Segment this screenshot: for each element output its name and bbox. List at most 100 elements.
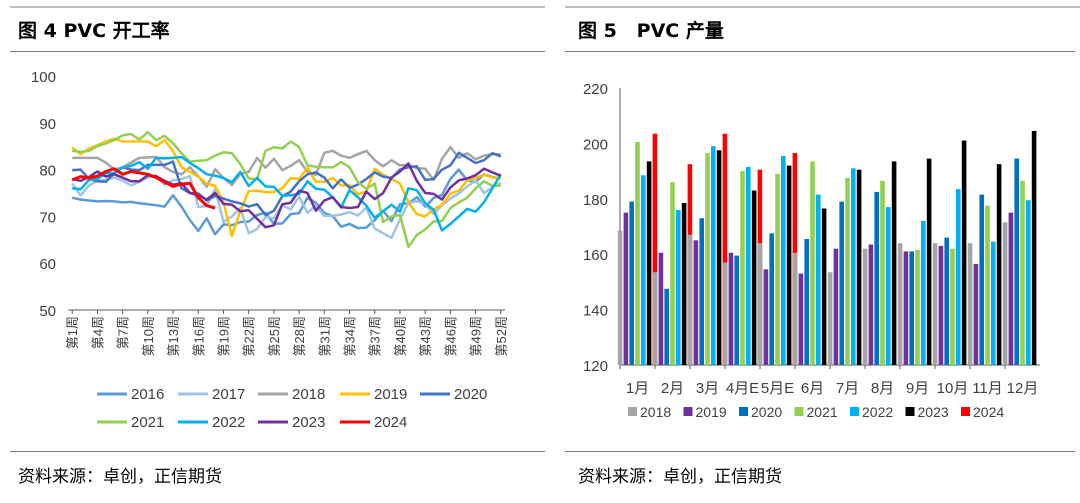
- bar-2022-7: [851, 168, 856, 365]
- y-tick-label: 80: [39, 163, 56, 180]
- bar-2022-11: [991, 241, 996, 365]
- bar-2018-10: [932, 243, 938, 365]
- bar-2021-2: [670, 182, 675, 365]
- legend-label-2016: 2016: [131, 386, 164, 403]
- bar-2018-9: [897, 243, 903, 365]
- source-note: 资料来源：卓创，正信期货: [578, 467, 782, 487]
- x-tick-label: 第31周: [317, 316, 332, 356]
- x-tick-label: 3月: [696, 380, 719, 397]
- bar-2020-6: [804, 239, 809, 365]
- legend-swatch-2018: [628, 407, 637, 416]
- x-tick-label: 第22周: [242, 316, 257, 356]
- bar-2024-1: [652, 133, 658, 365]
- y-tick-label: 60: [39, 256, 56, 273]
- source-divider: [10, 451, 545, 452]
- x-tick-label: 11月: [972, 380, 1003, 397]
- bar-2018-8: [862, 248, 868, 365]
- bar-2019-9: [903, 251, 909, 365]
- bar-2018-2: [652, 272, 658, 365]
- title-divider: [565, 51, 1075, 52]
- x-tick-label: 第43周: [418, 316, 433, 356]
- bar-2021-11: [985, 205, 990, 365]
- legend-label-2024: 2024: [374, 414, 407, 431]
- bar-2019-2: [658, 252, 664, 365]
- x-tick-label: 4月E: [726, 380, 759, 397]
- bar-2020-9: [909, 251, 914, 365]
- x-tick-label: 第34周: [343, 316, 358, 356]
- bar-2023-12: [1031, 130, 1037, 365]
- y-tick-label: 70: [39, 209, 56, 226]
- bar-2020-3: [699, 218, 704, 365]
- x-tick-label: 第46周: [443, 316, 458, 356]
- bar-2022-10: [956, 189, 961, 365]
- legend-label-2018: 2018: [640, 404, 671, 420]
- bar-2021-1: [635, 142, 640, 365]
- title-divider: [10, 51, 545, 52]
- bar-2023-6: [821, 208, 827, 365]
- x-tick-label: 12月: [1007, 380, 1039, 397]
- legend-swatch-2022: [850, 407, 859, 416]
- legend-label-2023: 2023: [292, 414, 325, 431]
- source-divider: [565, 451, 1075, 452]
- legend-label-2024: 2024: [973, 404, 1004, 420]
- bar-2023-8: [891, 161, 897, 365]
- legend-label-2022: 2022: [212, 414, 245, 431]
- bar-2023-5: [786, 165, 792, 365]
- bar-2022-6: [816, 194, 821, 365]
- y-tick-label: 200: [583, 136, 608, 153]
- right-panel: 图 5 PVC 产量 120 140 160 180 200 220 1月 2月 3月 4月E 5月…: [560, 0, 1080, 503]
- bar-2021-8: [880, 180, 885, 365]
- y-tick-label: 50: [39, 303, 56, 320]
- x-tick-label: 2月: [661, 380, 684, 397]
- bar-2018-11: [967, 243, 973, 365]
- bar-2018-6: [792, 252, 798, 365]
- bar-2021-12: [1020, 180, 1025, 365]
- bar-2020-12: [1014, 158, 1019, 365]
- bar-2020-4: [734, 255, 739, 365]
- bar-2019-10: [938, 245, 944, 365]
- bar-2018-12: [1002, 222, 1008, 365]
- y-tick-label: 100: [31, 69, 56, 86]
- source-note: 资料来源：卓创，正信期货: [18, 467, 222, 487]
- x-tick-label: 第7周: [116, 316, 131, 349]
- legend-label-2019: 2019: [696, 404, 727, 420]
- x-tick-label: 第52周: [494, 316, 509, 356]
- legend-label-2020: 2020: [751, 404, 782, 420]
- legend-label-2018: 2018: [292, 386, 325, 403]
- bar-2021-5: [775, 173, 780, 365]
- bar-2020-10: [944, 237, 949, 365]
- y-tick-label: 220: [583, 81, 608, 98]
- legend-swatch-2020: [739, 407, 748, 416]
- bar-2023-7: [856, 169, 862, 365]
- x-tick-label: 1月: [626, 380, 649, 397]
- bar-2018-1: [617, 230, 623, 365]
- legend-label-2021: 2021: [807, 404, 838, 420]
- bar-2021-3: [705, 153, 710, 365]
- bar-2021-4: [740, 171, 745, 365]
- bar-2022-1: [641, 175, 646, 365]
- legend-swatch-2021: [794, 407, 804, 416]
- x-tick-label: 第1周: [65, 316, 80, 349]
- bar-2020-5: [769, 233, 774, 365]
- chart-title: 图 5 PVC 产量: [578, 20, 724, 42]
- x-tick-label: 7月: [836, 380, 859, 397]
- bar-2021-10: [950, 248, 955, 365]
- bar-2022-8: [886, 207, 891, 365]
- x-tick-label: 9月: [906, 380, 929, 397]
- legend-label-2020: 2020: [454, 386, 487, 403]
- bar-2021-7: [845, 178, 850, 365]
- y-tick-label: 140: [583, 303, 608, 320]
- bar-2019-5: [763, 269, 769, 365]
- bar-2021-6: [810, 161, 815, 365]
- bar-2019-3: [693, 240, 699, 365]
- x-tick-label: 10月: [937, 380, 969, 397]
- x-tick-label: 第10周: [141, 316, 156, 356]
- bar-2023-11: [996, 164, 1002, 365]
- bar-2019-11: [973, 263, 979, 365]
- x-tick-label: 8月: [871, 380, 894, 397]
- bar-2019-6: [798, 273, 804, 365]
- bar-2020-8: [874, 191, 879, 365]
- x-tick-label: 第13周: [166, 316, 181, 356]
- legend-swatch-2024: [961, 407, 970, 416]
